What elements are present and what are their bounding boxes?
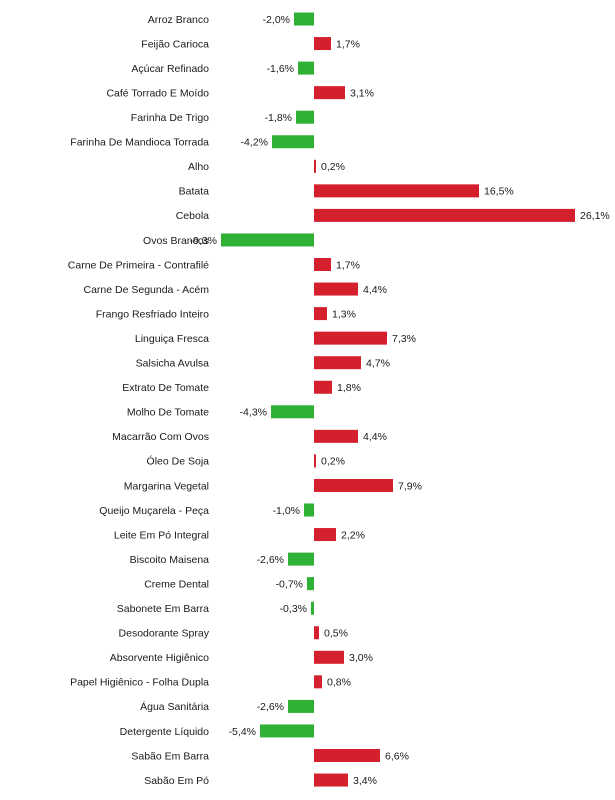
bar: [314, 773, 348, 787]
bar: [314, 478, 393, 492]
bar: [314, 86, 345, 100]
bar: [314, 749, 380, 762]
bar: [260, 724, 314, 738]
value-label: 7,9%: [398, 480, 422, 492]
category-label: Cebola: [176, 210, 209, 222]
value-label: 1,3%: [332, 308, 356, 320]
category-label: Queijo Muçarela - Peça: [99, 505, 209, 517]
category-label: Macarrão Com Ovos: [112, 431, 209, 443]
bar: [221, 233, 314, 247]
category-label: Leite Em Pó Integral: [114, 529, 209, 541]
value-label: 0,5%: [324, 628, 348, 640]
bar: [314, 331, 387, 345]
value-label: -0,3%: [280, 603, 307, 615]
value-label: -1,0%: [273, 505, 300, 517]
value-label: 0,2%: [321, 456, 345, 468]
bar: [314, 380, 332, 394]
bar: [314, 429, 358, 443]
category-label: Carne De Primeira - Contrafilé: [68, 259, 209, 271]
category-label: Detergente Líquido: [120, 726, 209, 738]
value-label: 3,1%: [350, 87, 374, 99]
bar: [314, 37, 331, 51]
category-label: Água Sanitária: [140, 700, 209, 713]
category-label: Sabão Em Barra: [131, 750, 209, 762]
value-label: 1,7%: [336, 38, 360, 50]
bar: [271, 405, 314, 419]
category-label: Óleo De Soja: [147, 455, 210, 468]
category-label: Margarina Vegetal: [124, 480, 209, 492]
value-label: 3,4%: [353, 775, 377, 787]
value-label: 3,0%: [349, 652, 373, 664]
category-label: Sabão Em Pó: [144, 775, 209, 787]
bar: [314, 184, 479, 198]
bar: [294, 12, 314, 26]
category-label: Alho: [188, 161, 209, 173]
bar: [298, 61, 314, 75]
bar: [314, 454, 316, 468]
value-label: 4,7%: [366, 358, 390, 370]
bar: [314, 675, 322, 689]
bar: [288, 552, 314, 566]
value-label: 7,3%: [392, 333, 416, 345]
bar: [314, 650, 344, 664]
value-label: -1,8%: [265, 112, 292, 124]
category-label: Café Torrado E Moído: [106, 87, 209, 99]
category-label: Açúcar Refinado: [131, 63, 209, 75]
category-label: Molho De Tomate: [127, 407, 209, 419]
value-label: 1,7%: [336, 259, 360, 271]
value-label: 4,4%: [363, 284, 387, 296]
category-label: Absorvente Higiênico: [110, 652, 209, 664]
value-label: -5,4%: [229, 726, 256, 738]
bar: [272, 135, 314, 149]
value-label: -0,7%: [276, 578, 303, 590]
value-label: -2,6%: [257, 701, 284, 713]
bar: [307, 577, 314, 591]
bar: [314, 356, 361, 370]
value-label: -4,2%: [241, 137, 268, 149]
value-label: 1,8%: [337, 382, 361, 394]
bar: [314, 626, 319, 640]
value-label: 16,5%: [484, 186, 514, 198]
category-label: Carne De Segunda - Acém: [84, 284, 210, 296]
category-label: Biscoito Maisena: [130, 554, 210, 566]
category-label: Farinha De Trigo: [131, 112, 209, 124]
bar: [314, 528, 336, 542]
bar: [304, 503, 314, 517]
bar: [314, 258, 331, 271]
value-label: -2,0%: [263, 14, 290, 26]
category-label: Farinha De Mandioca Torrada: [70, 137, 209, 149]
category-label: Creme Dental: [144, 578, 209, 590]
bar: [314, 307, 327, 321]
bar: [314, 208, 575, 222]
bar: [288, 699, 314, 713]
category-label: Sabonete Em Barra: [117, 603, 209, 615]
value-label: -2,6%: [257, 554, 284, 566]
value-label: 0,2%: [321, 161, 345, 173]
category-label: Extrato De Tomate: [122, 382, 209, 394]
value-label: 0,8%: [327, 677, 351, 689]
bar: [296, 110, 314, 124]
value-label: 4,4%: [363, 431, 387, 443]
category-label: Linguiça Fresca: [135, 333, 209, 345]
bar: [314, 282, 358, 296]
category-label: Batata: [179, 186, 210, 198]
value-label: 6,6%: [385, 750, 409, 762]
value-label: -9,3%: [190, 235, 217, 247]
value-label: 26,1%: [580, 210, 610, 222]
category-label: Arroz Branco: [148, 14, 209, 26]
category-label: Frango Resfriado Inteiro: [96, 308, 209, 320]
value-label: 2,2%: [341, 529, 365, 541]
category-label: Ovos Brancos: [143, 235, 209, 247]
value-label: -1,6%: [267, 63, 294, 75]
bar: [311, 601, 314, 615]
category-label: Salsicha Avulsa: [136, 358, 210, 370]
value-label: -4,3%: [240, 407, 267, 419]
category-label: Desodorante Spray: [119, 628, 210, 640]
category-label: Feijão Carioca: [141, 38, 209, 50]
category-label: Papel Higiênico - Folha Dupla: [70, 677, 209, 689]
bar: [314, 159, 316, 173]
